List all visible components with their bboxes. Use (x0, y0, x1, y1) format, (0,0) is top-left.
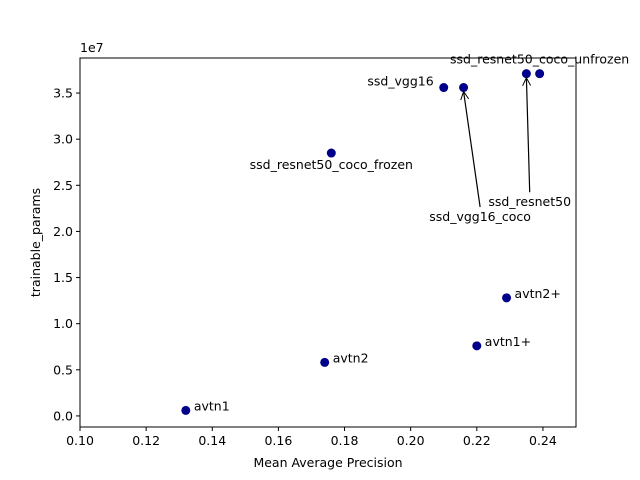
annotation-arrow (464, 92, 481, 208)
annotation-arrow (526, 78, 529, 193)
x-tick-label: 0.14 (198, 433, 226, 448)
data-point (502, 293, 512, 303)
y-tick-label: 1.0 (53, 316, 73, 331)
data-point (521, 69, 531, 79)
point-label: avtn1+ (485, 334, 531, 349)
y-tick-label: 0.0 (53, 408, 73, 423)
y-tick-label: 2.5 (53, 178, 73, 193)
point-label: avtn1 (194, 398, 230, 413)
data-point (459, 83, 469, 93)
point-label: ssd_resnet50 (488, 194, 571, 209)
x-tick-label: 0.12 (132, 433, 160, 448)
x-tick-label: 0.10 (66, 433, 94, 448)
point-label: ssd_resnet50_coco_frozen (250, 157, 413, 172)
point-label: ssd_resnet50_coco_unfrozen (450, 52, 629, 67)
y-tick-label: 1.5 (53, 270, 73, 285)
data-point (535, 69, 545, 79)
data-point (439, 83, 449, 93)
y-tick-label: 0.5 (53, 362, 73, 377)
x-axis-label: Mean Average Precision (253, 455, 402, 470)
x-tick-label: 0.18 (331, 433, 359, 448)
point-label: avtn2+ (515, 286, 561, 301)
x-tick-label: 0.24 (529, 433, 557, 448)
x-tick-label: 0.22 (463, 433, 491, 448)
data-point (320, 357, 330, 367)
y-tick-label: 2.0 (53, 224, 73, 239)
x-tick-label: 0.20 (397, 433, 425, 448)
data-point (472, 341, 482, 351)
plot-frame (79, 57, 577, 428)
y-axis-label: trainable_params (28, 188, 43, 297)
point-label: ssd_vgg16_coco (429, 209, 531, 224)
y-axis-offset-text: 1e7 (80, 40, 104, 55)
point-label: ssd_vgg16 (367, 74, 433, 89)
data-point (181, 405, 191, 415)
data-point (326, 148, 336, 158)
y-tick-label: 3.0 (53, 132, 73, 147)
x-tick-label: 0.16 (264, 433, 292, 448)
point-label: avtn2 (333, 350, 369, 365)
y-tick-label: 3.5 (53, 86, 73, 101)
